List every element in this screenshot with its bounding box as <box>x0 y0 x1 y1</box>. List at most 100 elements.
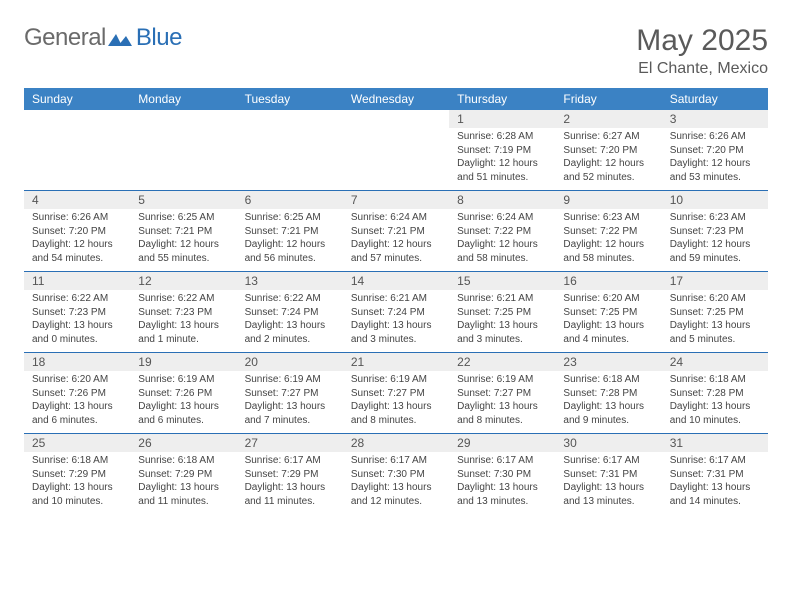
day-body: Sunrise: 6:23 AMSunset: 7:23 PMDaylight:… <box>662 209 768 271</box>
day-daylight2: and 8 minutes. <box>457 414 547 428</box>
day-daylight2: and 0 minutes. <box>32 333 122 347</box>
day-sunrise: Sunrise: 6:18 AM <box>670 373 760 387</box>
day-daylight2: and 3 minutes. <box>351 333 441 347</box>
day-body: Sunrise: 6:19 AMSunset: 7:27 PMDaylight:… <box>343 371 449 433</box>
day-sunrise: Sunrise: 6:19 AM <box>457 373 547 387</box>
day-body: Sunrise: 6:19 AMSunset: 7:27 PMDaylight:… <box>237 371 343 433</box>
day-daylight1: Daylight: 13 hours <box>138 481 228 495</box>
day-body: Sunrise: 6:20 AMSunset: 7:25 PMDaylight:… <box>662 290 768 352</box>
day-number <box>24 110 130 114</box>
day-sunset: Sunset: 7:29 PM <box>138 468 228 482</box>
day-sunrise: Sunrise: 6:23 AM <box>563 211 653 225</box>
day-number: 1 <box>449 110 555 128</box>
calendar-cell: 30 Sunrise: 6:17 AMSunset: 7:31 PMDayligh… <box>555 434 661 514</box>
day-body: Sunrise: 6:25 AMSunset: 7:21 PMDaylight:… <box>130 209 236 271</box>
day-body: Sunrise: 6:20 AMSunset: 7:26 PMDaylight:… <box>24 371 130 433</box>
day-body: Sunrise: 6:19 AMSunset: 7:26 PMDaylight:… <box>130 371 236 433</box>
day-sunrise: Sunrise: 6:17 AM <box>563 454 653 468</box>
day-daylight1: Daylight: 13 hours <box>670 400 760 414</box>
day-sunrise: Sunrise: 6:23 AM <box>670 211 760 225</box>
day-number: 28 <box>343 434 449 452</box>
day-daylight1: Daylight: 13 hours <box>32 481 122 495</box>
day-number: 24 <box>662 353 768 371</box>
day-daylight2: and 9 minutes. <box>563 414 653 428</box>
day-sunset: Sunset: 7:21 PM <box>351 225 441 239</box>
day-daylight2: and 52 minutes. <box>563 171 653 185</box>
day-number: 30 <box>555 434 661 452</box>
day-sunset: Sunset: 7:26 PM <box>138 387 228 401</box>
day-sunrise: Sunrise: 6:20 AM <box>32 373 122 387</box>
day-sunset: Sunset: 7:31 PM <box>670 468 760 482</box>
day-sunrise: Sunrise: 6:24 AM <box>457 211 547 225</box>
calendar-cell: 16Sunrise: 6:20 AMSunset: 7:25 PMDayligh… <box>555 272 661 352</box>
calendar-cell: 13Sunrise: 6:22 AMSunset: 7:24 PMDayligh… <box>237 272 343 352</box>
day-sunrise: Sunrise: 6:28 AM <box>457 130 547 144</box>
day-daylight1: Daylight: 13 hours <box>563 481 653 495</box>
day-sunset: Sunset: 7:23 PM <box>32 306 122 320</box>
day-sunset: Sunset: 7:27 PM <box>245 387 335 401</box>
calendar-week: 4Sunrise: 6:26 AMSunset: 7:20 PMDaylight… <box>24 190 768 271</box>
day-body: Sunrise: 6:27 AMSunset: 7:20 PMDaylight:… <box>555 128 661 190</box>
day-body: Sunrise: 6:23 AMSunset: 7:22 PMDaylight:… <box>555 209 661 271</box>
day-daylight1: Daylight: 13 hours <box>32 400 122 414</box>
day-daylight1: Daylight: 13 hours <box>351 319 441 333</box>
day-sunrise: Sunrise: 6:18 AM <box>32 454 122 468</box>
day-number: 23 <box>555 353 661 371</box>
calendar-cell: 21Sunrise: 6:19 AMSunset: 7:27 PMDayligh… <box>343 353 449 433</box>
day-body: Sunrise: 6:26 AMSunset: 7:20 PMDaylight:… <box>662 128 768 190</box>
day-daylight2: and 11 minutes. <box>245 495 335 509</box>
day-body: Sunrise: 6:19 AMSunset: 7:27 PMDaylight:… <box>449 371 555 433</box>
day-number: 8 <box>449 191 555 209</box>
day-daylight1: Daylight: 13 hours <box>457 400 547 414</box>
day-sunrise: Sunrise: 6:22 AM <box>245 292 335 306</box>
day-sunset: Sunset: 7:30 PM <box>351 468 441 482</box>
day-daylight1: Daylight: 13 hours <box>245 481 335 495</box>
day-sunset: Sunset: 7:28 PM <box>563 387 653 401</box>
day-number: 20 <box>237 353 343 371</box>
day-body: Sunrise: 6:17 AMSunset: 7:29 PMDaylight:… <box>237 452 343 514</box>
day-sunrise: Sunrise: 6:17 AM <box>351 454 441 468</box>
day-sunset: Sunset: 7:31 PM <box>563 468 653 482</box>
page-title: May 2025 <box>636 24 768 58</box>
day-sunrise: Sunrise: 6:25 AM <box>245 211 335 225</box>
calendar-cell: 4Sunrise: 6:26 AMSunset: 7:20 PMDaylight… <box>24 191 130 271</box>
day-sunrise: Sunrise: 6:19 AM <box>351 373 441 387</box>
day-sunset: Sunset: 7:24 PM <box>351 306 441 320</box>
day-sunrise: Sunrise: 6:17 AM <box>457 454 547 468</box>
day-daylight2: and 57 minutes. <box>351 252 441 266</box>
day-number: 13 <box>237 272 343 290</box>
day-sunrise: Sunrise: 6:20 AM <box>670 292 760 306</box>
day-body: Sunrise: 6:24 AMSunset: 7:21 PMDaylight:… <box>343 209 449 271</box>
day-daylight1: Daylight: 13 hours <box>351 400 441 414</box>
day-daylight1: Daylight: 12 hours <box>457 238 547 252</box>
day-sunset: Sunset: 7:22 PM <box>563 225 653 239</box>
day-sunset: Sunset: 7:30 PM <box>457 468 547 482</box>
day-number <box>237 110 343 114</box>
calendar-cell: 12Sunrise: 6:22 AMSunset: 7:23 PMDayligh… <box>130 272 236 352</box>
day-number <box>130 110 236 114</box>
calendar-cell: 26Sunrise: 6:18 AMSunset: 7:29 PMDayligh… <box>130 434 236 514</box>
day-daylight1: Daylight: 12 hours <box>457 157 547 171</box>
day-sunrise: Sunrise: 6:19 AM <box>138 373 228 387</box>
day-sunset: Sunset: 7:27 PM <box>351 387 441 401</box>
day-body: Sunrise: 6:21 AMSunset: 7:25 PMDaylight:… <box>449 290 555 352</box>
day-sunset: Sunset: 7:20 PM <box>32 225 122 239</box>
calendar-cell: 15Sunrise: 6:21 AMSunset: 7:25 PMDayligh… <box>449 272 555 352</box>
calendar-cell: 5Sunrise: 6:25 AMSunset: 7:21 PMDaylight… <box>130 191 236 271</box>
day-sunrise: Sunrise: 6:19 AM <box>245 373 335 387</box>
day-body: Sunrise: 6:22 AMSunset: 7:24 PMDaylight:… <box>237 290 343 352</box>
day-body: Sunrise: 6:25 AMSunset: 7:21 PMDaylight:… <box>237 209 343 271</box>
calendar-cell: 17Sunrise: 6:20 AMSunset: 7:25 PMDayligh… <box>662 272 768 352</box>
day-number: 22 <box>449 353 555 371</box>
title-block: May 2025 El Chante, Mexico <box>636 24 768 78</box>
day-sunrise: Sunrise: 6:22 AM <box>138 292 228 306</box>
calendar-cell: 29Sunrise: 6:17 AMSunset: 7:30 PMDayligh… <box>449 434 555 514</box>
calendar-cell <box>24 110 130 190</box>
day-sunset: Sunset: 7:24 PM <box>245 306 335 320</box>
day-number: 7 <box>343 191 449 209</box>
calendar-cell: 1Sunrise: 6:28 AMSunset: 7:19 PMDaylight… <box>449 110 555 190</box>
day-sunrise: Sunrise: 6:17 AM <box>245 454 335 468</box>
day-number: 16 <box>555 272 661 290</box>
day-daylight1: Daylight: 13 hours <box>457 481 547 495</box>
day-body: Sunrise: 6:28 AMSunset: 7:19 PMDaylight:… <box>449 128 555 190</box>
